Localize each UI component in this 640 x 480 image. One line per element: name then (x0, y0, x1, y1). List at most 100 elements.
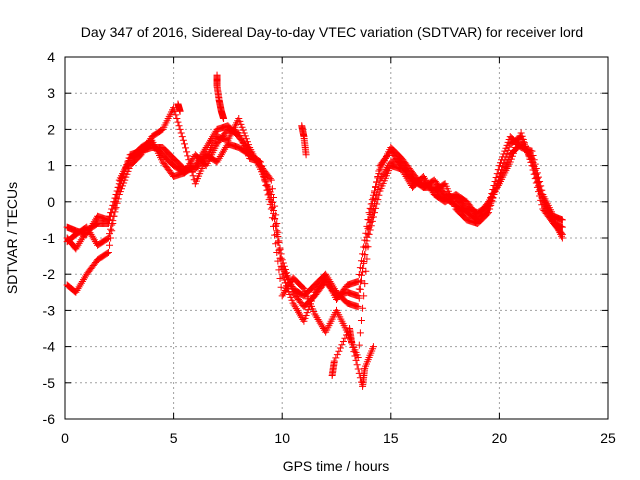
data-point-interp (404, 169, 412, 177)
data-point-interp (555, 227, 563, 235)
data-point-interp (107, 234, 115, 242)
data-point-interp (552, 221, 560, 229)
y-tick-label: 2 (47, 121, 55, 137)
data-point-interp (292, 305, 300, 313)
data-point-interp (182, 144, 190, 152)
data-point-interp (353, 361, 361, 369)
data-point-interp (90, 236, 98, 244)
data-point-interp (123, 161, 131, 169)
data-point-interp (108, 227, 116, 235)
data-point-interp (281, 265, 289, 273)
data-point-interp (271, 215, 279, 223)
data-point-interp (534, 178, 542, 186)
data-point (289, 299, 297, 307)
data-point-interp (286, 279, 294, 287)
data-point-interp (336, 344, 344, 352)
data-point-interp (275, 238, 283, 246)
data-point-interp (266, 194, 274, 202)
data-point-interp (379, 171, 387, 179)
data-point-interp (258, 162, 266, 170)
data-point (213, 158, 221, 166)
y-axis-label: SDTVAR / TECUs (4, 182, 20, 294)
y-tick-label: 1 (47, 158, 55, 174)
data-point-interp (303, 309, 311, 317)
data-point-interp (361, 251, 369, 259)
data-point-interp (518, 132, 526, 140)
data-point-interp (366, 218, 374, 226)
data-point-interp (319, 325, 327, 332)
data-point-interp (79, 276, 87, 284)
data-point-interp (173, 115, 181, 123)
data-point-interp (357, 317, 365, 325)
data-point-interp (304, 306, 312, 314)
data-point-interp (272, 240, 280, 248)
data-point-interp (119, 174, 127, 182)
data-point-interp (242, 135, 250, 143)
data-point (354, 292, 362, 300)
data-point-interp (91, 238, 99, 246)
data-point-interp (538, 190, 546, 198)
data-point-interp (260, 170, 268, 178)
data-point (354, 303, 362, 311)
y-tick-label: -2 (43, 266, 56, 282)
data-point-interp (551, 218, 559, 226)
data-point (278, 292, 286, 300)
data-point (485, 205, 493, 213)
y-tick-label: 4 (47, 49, 55, 65)
data-point-interp (107, 225, 115, 233)
data-point (365, 223, 373, 231)
data-point-interp (487, 199, 495, 207)
data-point-interp (114, 187, 122, 195)
data-point-interp (491, 188, 499, 196)
data-point-interp (385, 162, 393, 170)
data-point-interp (264, 186, 272, 194)
data-point-interp (527, 153, 535, 161)
data-point-interp (211, 129, 219, 137)
data-point-interp (293, 306, 301, 314)
data-point-interp (364, 230, 372, 238)
data-point-interp (262, 178, 270, 186)
data-point-interp (108, 209, 116, 217)
data-point-interp (283, 269, 291, 277)
data-point-interp (218, 149, 226, 157)
data-point (104, 220, 112, 228)
y-tick-label: -1 (43, 230, 56, 246)
data-point-interp (106, 216, 114, 224)
axis-ticks: 0 5 10 15 20 25 -6 -5 -4 -3 -2 -1 0 1 2 3 4 (43, 49, 616, 446)
data-point-interp (272, 221, 280, 229)
data-point-interp (530, 162, 538, 170)
y-tick-label: -3 (43, 302, 56, 318)
data-point-interp (338, 341, 346, 349)
data-point-interp (245, 141, 253, 149)
data-point-interp (259, 166, 267, 174)
data-point-interp (493, 170, 501, 178)
data-point-interp (75, 239, 83, 247)
data-point-interp (502, 144, 510, 152)
data-point-interp (558, 232, 566, 240)
data-point-interp (488, 196, 496, 204)
data-point-interp (284, 272, 292, 280)
data-point-interp (380, 169, 388, 177)
data-point-interp (361, 280, 369, 288)
data-point-interp (74, 241, 82, 249)
data-point-interp (220, 147, 228, 155)
data-point-interp (375, 170, 383, 178)
data-point-interp (77, 236, 85, 244)
data-point-interp (217, 151, 225, 159)
data-point-interp (255, 157, 263, 165)
data-point-interp (263, 182, 271, 190)
data-point-interp (78, 277, 86, 285)
data-point-interp (120, 170, 128, 178)
data-point-interp (483, 206, 491, 214)
data-point-interp (362, 244, 370, 252)
data-point-interp (87, 230, 95, 238)
data-point-interp (73, 243, 81, 251)
data-point-interp (496, 159, 504, 167)
data-point-interp (377, 174, 385, 182)
data-point-interp (359, 264, 367, 272)
data-point-interp (494, 179, 502, 187)
data-point-interp (536, 182, 544, 190)
data-point-interp (503, 141, 511, 149)
data-point (267, 205, 275, 213)
data-point-interp (298, 314, 306, 322)
